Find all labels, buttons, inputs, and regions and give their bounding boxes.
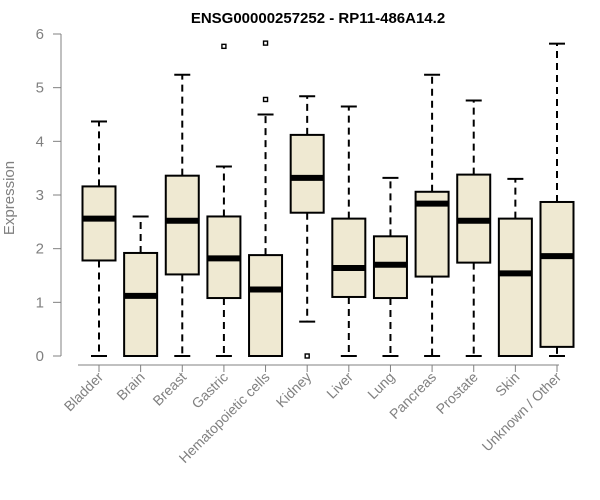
x-tick-label: Skin	[492, 369, 523, 400]
y-tick-label: 1	[36, 294, 44, 311]
outlier-point	[304, 353, 310, 359]
box-group	[289, 95, 325, 359]
y-tick-label: 2	[36, 241, 44, 258]
box-group	[164, 73, 200, 357]
box	[497, 217, 533, 357]
box-group	[248, 40, 284, 358]
chart-title: ENSG00000257252 - RP11-486A14.2	[191, 10, 445, 27]
box-group	[123, 215, 159, 358]
outlier-point	[221, 43, 227, 50]
y-tick-label: 6	[36, 26, 44, 43]
box-group	[414, 73, 450, 357]
box-group	[81, 120, 117, 357]
box-group	[372, 176, 408, 357]
box-group	[206, 43, 242, 357]
box	[123, 251, 159, 358]
y-axis-label: Expression	[1, 161, 18, 235]
outlier-point	[262, 40, 269, 46]
y-tick-label: 0	[36, 348, 44, 365]
y-tick-label: 5	[36, 80, 44, 97]
x-tick-label: Breast	[149, 369, 189, 409]
x-tick-label: Unknown / Other	[479, 369, 565, 455]
x-tick-label: Brain	[113, 369, 147, 403]
box	[289, 133, 325, 214]
x-tick-label: Kidney	[273, 369, 315, 411]
x-tick-label: Bladder	[61, 369, 107, 415]
y-tick-label: 3	[36, 187, 44, 204]
y-tick-label: 4	[36, 133, 44, 150]
x-tick-label: Prostate	[433, 369, 481, 417]
box	[539, 200, 575, 348]
y-ticks: 0 1 2 3 4 5 6	[36, 26, 61, 365]
box	[164, 174, 200, 276]
box	[248, 254, 284, 358]
box-group	[497, 177, 533, 357]
box-group	[539, 42, 575, 357]
outlier-point	[262, 96, 269, 103]
box-group	[331, 105, 367, 357]
box-group	[456, 99, 492, 357]
box	[331, 217, 367, 298]
boxes	[81, 40, 575, 359]
box	[81, 185, 117, 262]
x-tick-label: Liver	[323, 369, 356, 402]
x-tick-label: Lung	[364, 369, 397, 402]
